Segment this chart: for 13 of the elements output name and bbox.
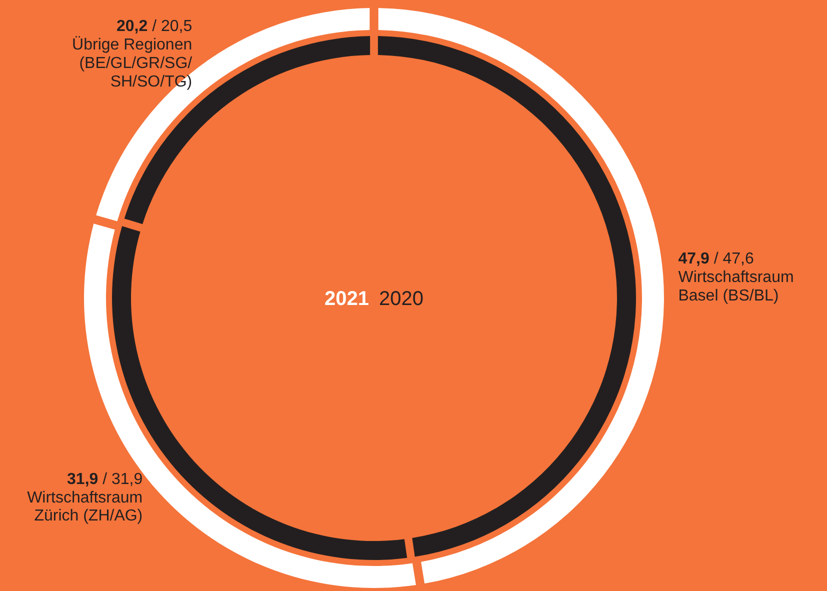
slice-label: 2021	[324, 288, 369, 310]
slice-label: Wirtschaftsraum Zürich (ZH/AG)	[27, 489, 143, 525]
data-label: 20,2	[116, 18, 148, 36]
data-label: 31,9	[112, 470, 143, 488]
text: /	[152, 18, 157, 36]
text: /	[102, 470, 108, 488]
data-label: 31,9	[67, 470, 98, 488]
data-label: 47,9	[678, 250, 710, 268]
slice-label: 2020	[379, 288, 424, 310]
text: /	[714, 250, 718, 268]
data-label: 47,6	[722, 250, 754, 268]
data-label: 20,5	[160, 18, 192, 36]
slice-label: Wirtschaftsraum Basel (BS/BL)	[678, 269, 794, 304]
